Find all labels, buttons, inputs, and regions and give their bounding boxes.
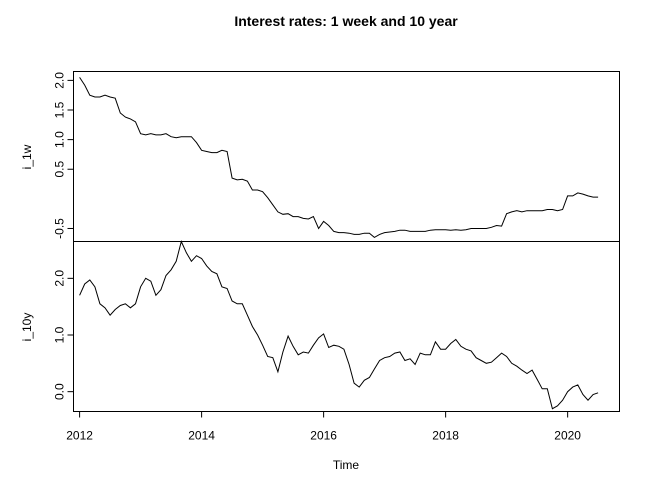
x-tick-label: 2012 — [66, 429, 93, 443]
x-axis-label: Time — [333, 458, 360, 472]
x-tick-label: 2018 — [432, 429, 459, 443]
x-tick-label: 2014 — [188, 429, 215, 443]
y-tick-label: 1.0 — [53, 326, 67, 343]
upper-panel-ylabel: i_1w — [20, 144, 34, 169]
upper-y-axis: -0.5 0.5 1.0 1.5 2.0 — [53, 72, 74, 239]
y-tick-label: 0.5 — [53, 161, 67, 178]
lower-panel-frame — [73, 241, 620, 412]
i-1w-series-line — [79, 77, 599, 239]
x-tick-label: 2020 — [554, 429, 581, 443]
y-tick-label: 0.0 — [53, 383, 67, 400]
x-axis: 2012 2014 2016 2018 2020 — [66, 411, 581, 443]
y-tick-label: -0.5 — [53, 218, 67, 239]
x-tick-label: 2016 — [310, 429, 337, 443]
y-tick-label: 1.5 — [53, 101, 67, 118]
upper-panel: i_1w -0.5 0.5 1.0 1.5 2.0 — [20, 71, 620, 242]
y-tick-label: 2.0 — [53, 72, 67, 89]
i-10y-series-line — [79, 239, 599, 410]
lower-panel: i_10y 0.0 1.0 2.0 — [20, 239, 620, 412]
y-tick-label: 1.0 — [53, 131, 67, 148]
upper-panel-frame — [73, 71, 620, 242]
y-tick-label: 2.0 — [53, 270, 67, 287]
lower-y-axis: 0.0 1.0 2.0 — [53, 270, 74, 400]
lower-panel-ylabel: i_10y — [20, 313, 34, 342]
chart-title: Interest rates: 1 week and 10 year — [234, 13, 458, 29]
